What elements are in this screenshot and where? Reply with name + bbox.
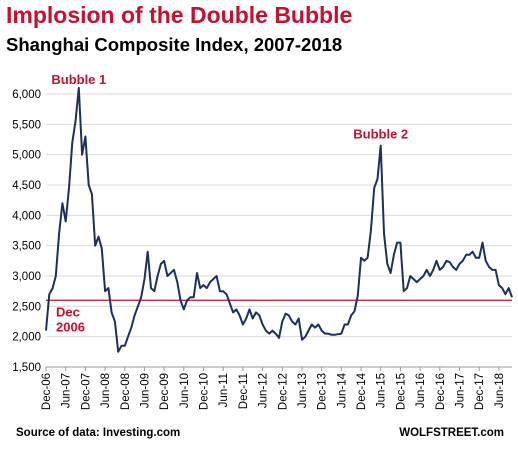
x-tick-label: Jun-14 (336, 372, 348, 408)
x-tick-label: Jun-07 (61, 373, 73, 408)
y-axis-tick-labels: 1,500 2,000 2,500 3,000 3,500 4,000 4,500 5,000… (12, 89, 41, 374)
x-tick-label: Jun-12 (258, 373, 270, 408)
annotation-label: Bubble 1 (51, 72, 106, 87)
x-tick-label: Dec-17 (474, 373, 486, 410)
x-tick-label: Jun-11 (218, 373, 230, 407)
brand-label: WOLFSTREET.com (399, 427, 504, 439)
chart-title: Implosion of the Double Bubble (6, 2, 353, 28)
x-tick-label: Jun-10 (179, 373, 191, 408)
x-tick-label: Dec-07 (80, 373, 92, 410)
x-tick-label: Dec-06 (41, 373, 53, 410)
annotation-label: Bubble 2 (353, 127, 408, 142)
x-tick-label: Dec-14 (356, 372, 368, 410)
x-tick-label: Dec-10 (199, 373, 211, 410)
y-tick-label: 1,500 (12, 362, 41, 374)
x-tick-label: Jun-18 (494, 373, 506, 408)
y-tick-label: 2,000 (12, 332, 41, 344)
y-tick-label: 5,000 (12, 150, 41, 162)
series-line (45, 86, 513, 353)
y-tick-label: 3,500 (12, 241, 41, 253)
x-tick-label: Dec-13 (317, 373, 329, 410)
x-tick-label: Dec-09 (159, 373, 171, 410)
y-tick-label: 4,000 (12, 210, 41, 222)
chart-subtitle: Shanghai Composite Index, 2007-2018 (6, 34, 343, 55)
y-tick-label: 6,000 (12, 89, 41, 101)
x-tick-label: Jun-08 (100, 373, 112, 408)
y-tick-label: 4,500 (12, 180, 41, 192)
source-note: Source of data: Investing.com (16, 427, 181, 439)
y-tick-label: 3,000 (12, 271, 41, 283)
x-tick-label: Dec-11 (238, 373, 250, 409)
annotations: Bubble 1 Bubble 2 Dec 2006 (51, 72, 408, 334)
x-tick-label: Jun-09 (139, 373, 151, 408)
x-tick-label: Dec-12 (277, 373, 289, 410)
x-axis-tick-labels: Dec-06 Jun-07 Dec-07 Jun-08 Dec-08 Jun-09 Dec-… (41, 367, 506, 410)
x-tick-label: Jun-15 (376, 373, 388, 408)
x-tick-label: Dec-08 (120, 373, 132, 410)
x-tick-label: Jun-16 (415, 373, 427, 408)
y-tick-label: 2,500 (12, 301, 41, 313)
x-tick-label: Dec-15 (395, 373, 407, 410)
y-tick-label: 5,500 (12, 119, 41, 131)
x-tick-label: Dec-16 (435, 373, 447, 410)
x-tick-label: Jun-17 (454, 373, 466, 408)
reference-line-label: Dec 2006 (56, 304, 85, 334)
x-tick-label: Jun-13 (297, 373, 309, 408)
